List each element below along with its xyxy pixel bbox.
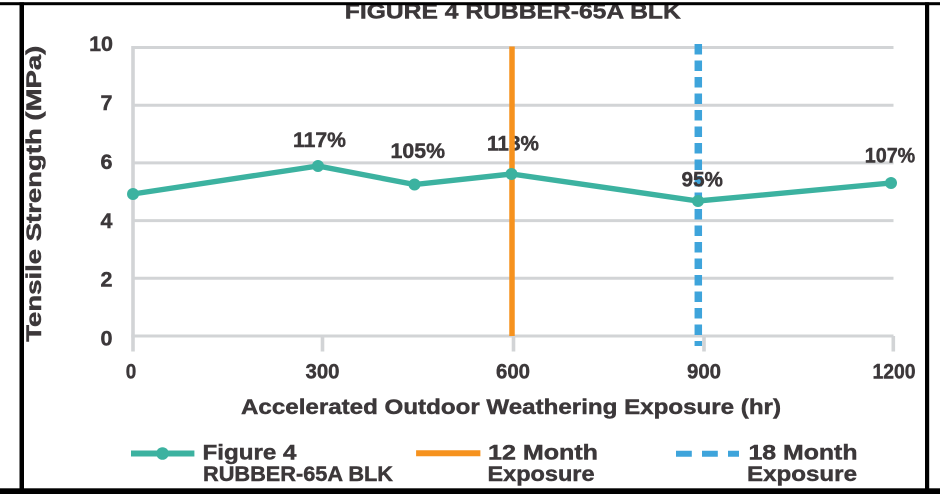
- svg-text:12 Month: 12 Month: [488, 441, 598, 464]
- svg-text:Exposure: Exposure: [747, 463, 857, 486]
- svg-text:FIGURE 4 RUBBER-65A BLK: FIGURE 4 RUBBER-65A BLK: [345, 0, 682, 24]
- svg-text:18 Month: 18 Month: [749, 441, 858, 464]
- svg-text:95%: 95%: [681, 168, 723, 192]
- svg-text:900: 900: [687, 360, 721, 384]
- svg-text:Tensile Strength (MPa): Tensile Strength (MPa): [23, 46, 46, 342]
- svg-text:6: 6: [101, 150, 113, 174]
- svg-text:RUBBER-65A BLK: RUBBER-65A BLK: [203, 463, 393, 486]
- svg-text:4: 4: [101, 209, 113, 233]
- svg-text:600: 600: [496, 360, 530, 384]
- svg-text:117%: 117%: [293, 128, 346, 152]
- svg-text:2: 2: [101, 268, 113, 292]
- svg-text:105%: 105%: [391, 139, 446, 163]
- svg-text:107%: 107%: [865, 144, 916, 168]
- svg-text:7: 7: [101, 91, 113, 115]
- svg-text:300: 300: [306, 360, 340, 384]
- svg-text:0: 0: [126, 360, 137, 384]
- svg-text:1200: 1200: [873, 360, 916, 384]
- svg-text:Accelerated Outdoor Weathering: Accelerated Outdoor Weathering Exposure …: [241, 396, 781, 419]
- svg-text:Figure 4: Figure 4: [203, 441, 297, 464]
- svg-text:10: 10: [89, 32, 113, 56]
- svg-text:Exposure: Exposure: [488, 463, 595, 486]
- svg-text:0: 0: [101, 327, 113, 351]
